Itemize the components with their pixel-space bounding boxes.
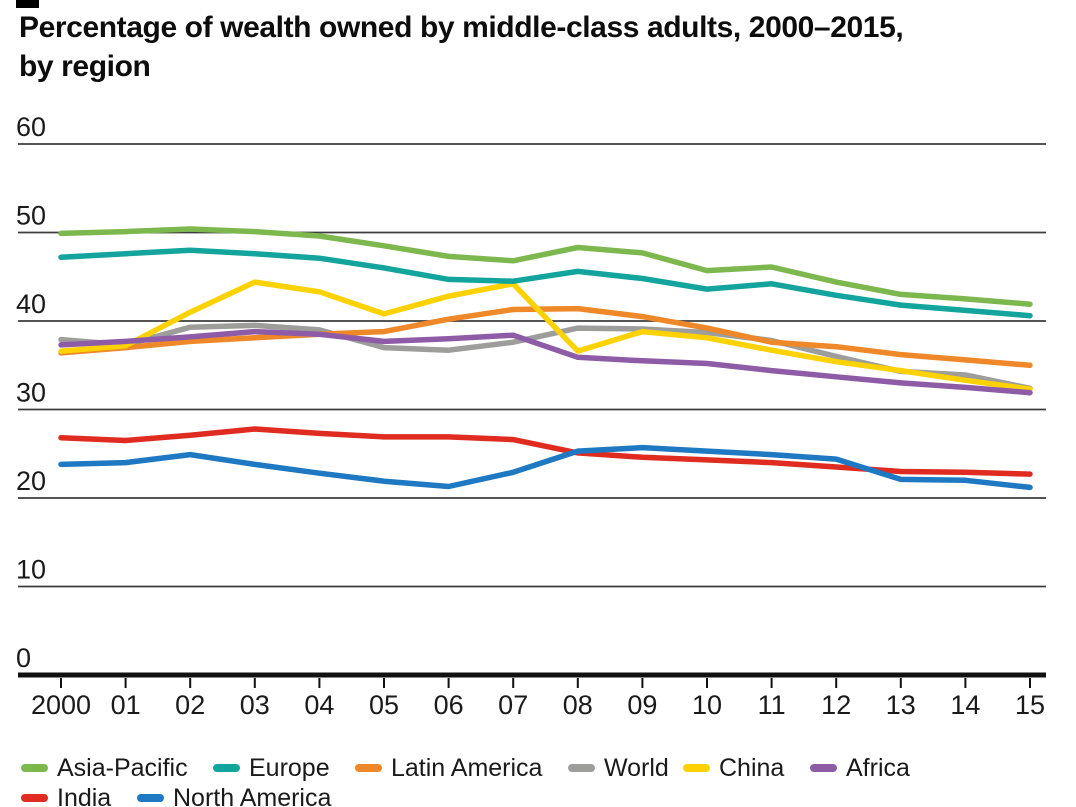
legend-label: Europe [249,753,330,782]
x-tick-label-01: 01 [111,690,141,720]
legend-label: China [719,753,785,782]
legend-label: Latin America [391,753,543,782]
line-africa [58,328,1033,396]
line-north-america [58,444,1033,491]
legend-swatch-icon [21,764,48,772]
legend-item-africa: Africa [810,753,910,783]
legend-swatch-icon [683,764,710,772]
legend-item-latin-america: Latin America [355,753,542,783]
y-tick-label-0: 0 [16,643,31,673]
x-tick-label-13: 13 [886,690,916,720]
x-tick-label-03: 03 [240,690,270,720]
legend-item-europe: Europe [213,753,330,783]
y-tick-label-10: 10 [16,555,46,585]
legend-label: North America [173,783,332,807]
y-tick-label-20: 20 [16,466,46,496]
legend-swatch-icon [568,764,595,772]
chart-title-line2: by region [19,50,151,83]
legend-item-india: India [21,783,111,807]
x-tick-label-12: 12 [821,690,851,720]
chart-title-line1: Percentage of wealth owned by middle-cla… [19,11,904,44]
line-china [58,279,1033,392]
line-india [58,426,1033,477]
legend-swatch-icon [213,764,240,772]
x-tick-label-07: 07 [498,690,528,720]
x-tick-label-14: 14 [950,690,980,720]
legend-item-world: World [568,753,669,783]
y-tick-label-60: 60 [16,112,46,142]
line-asia-pacific [58,226,1033,307]
legend-swatch-icon [810,764,837,772]
legend-label: India [57,783,112,807]
y-tick-label-30: 30 [16,378,46,408]
x-tick-label-06: 06 [434,690,464,720]
x-tick-label-04: 04 [304,690,334,720]
x-tick-label-2000: 2000 [31,690,91,720]
x-tick-label-09: 09 [627,690,657,720]
legend-label: World [604,753,669,782]
x-tick-label-08: 08 [563,690,593,720]
legend-swatch-icon [137,794,164,802]
legend-swatch-icon [355,764,382,772]
legend-label: Africa [846,753,910,782]
legend-label: Asia-Pacific [57,753,188,782]
legend-item-china: China [683,753,784,783]
x-tick-label-02: 02 [175,690,205,720]
legend-item-north-america: North America [137,783,331,807]
x-tick-label-11: 11 [758,690,786,720]
y-tick-label-40: 40 [16,289,46,319]
chart-title: Percentage of wealth owned by middle-cla… [19,8,904,86]
x-tick-label-05: 05 [369,690,399,720]
x-tick-label-10: 10 [692,690,722,720]
line-europe [58,247,1033,319]
legend-swatch-icon [21,794,48,802]
legend: Asia-Pacific Europe Latin America World Chin… [0,744,1076,807]
top-left-mark [16,0,39,8]
legend-item-asia-pacific: Asia-Pacific [21,753,188,783]
x-tick-label-15: 15 [1015,690,1045,720]
y-tick-label-50: 50 [16,201,46,231]
line-latin-america [58,305,1033,369]
